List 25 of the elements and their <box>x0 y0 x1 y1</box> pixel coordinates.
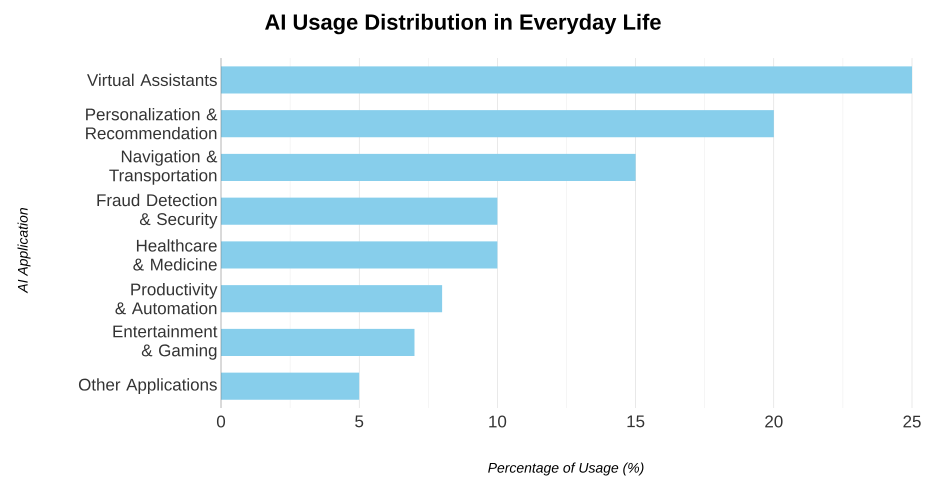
y-tick-label: Navigation & Transportation <box>109 150 218 185</box>
y-tick-label: Personalization & Recommendation <box>86 108 218 140</box>
y-tick-label: Virtual Assistants <box>87 74 217 86</box>
x-tick-label: 10 <box>489 416 506 428</box>
y-tick-label: Fraud Detection & Security <box>97 194 218 228</box>
x-tick-label: 5 <box>355 416 364 428</box>
x-tick-label: 15 <box>627 416 644 428</box>
bar <box>221 110 774 138</box>
y-tick-label: Productivity & Automation <box>115 282 218 314</box>
bar <box>221 285 442 312</box>
bar <box>221 328 414 356</box>
bar <box>221 372 360 400</box>
bar <box>221 241 498 268</box>
x-tick-label: 20 <box>765 416 783 428</box>
chart-title: AI Usage Distribution in Everyday Life <box>265 14 661 34</box>
y-tick-label: Entertainment & Gaming <box>113 325 218 360</box>
bar <box>221 154 636 181</box>
y-axis-title: AI Application <box>17 208 30 294</box>
bar <box>221 66 912 94</box>
x-tick-label: 0 <box>216 416 226 428</box>
y-tick-label: Healthcare & Medicine <box>133 239 217 271</box>
bar <box>221 198 498 225</box>
y-tick-label: Other Applications <box>78 378 217 394</box>
x-tick-label: 25 <box>903 416 921 428</box>
x-axis-title: Percentage of Usage (%) <box>488 462 644 476</box>
